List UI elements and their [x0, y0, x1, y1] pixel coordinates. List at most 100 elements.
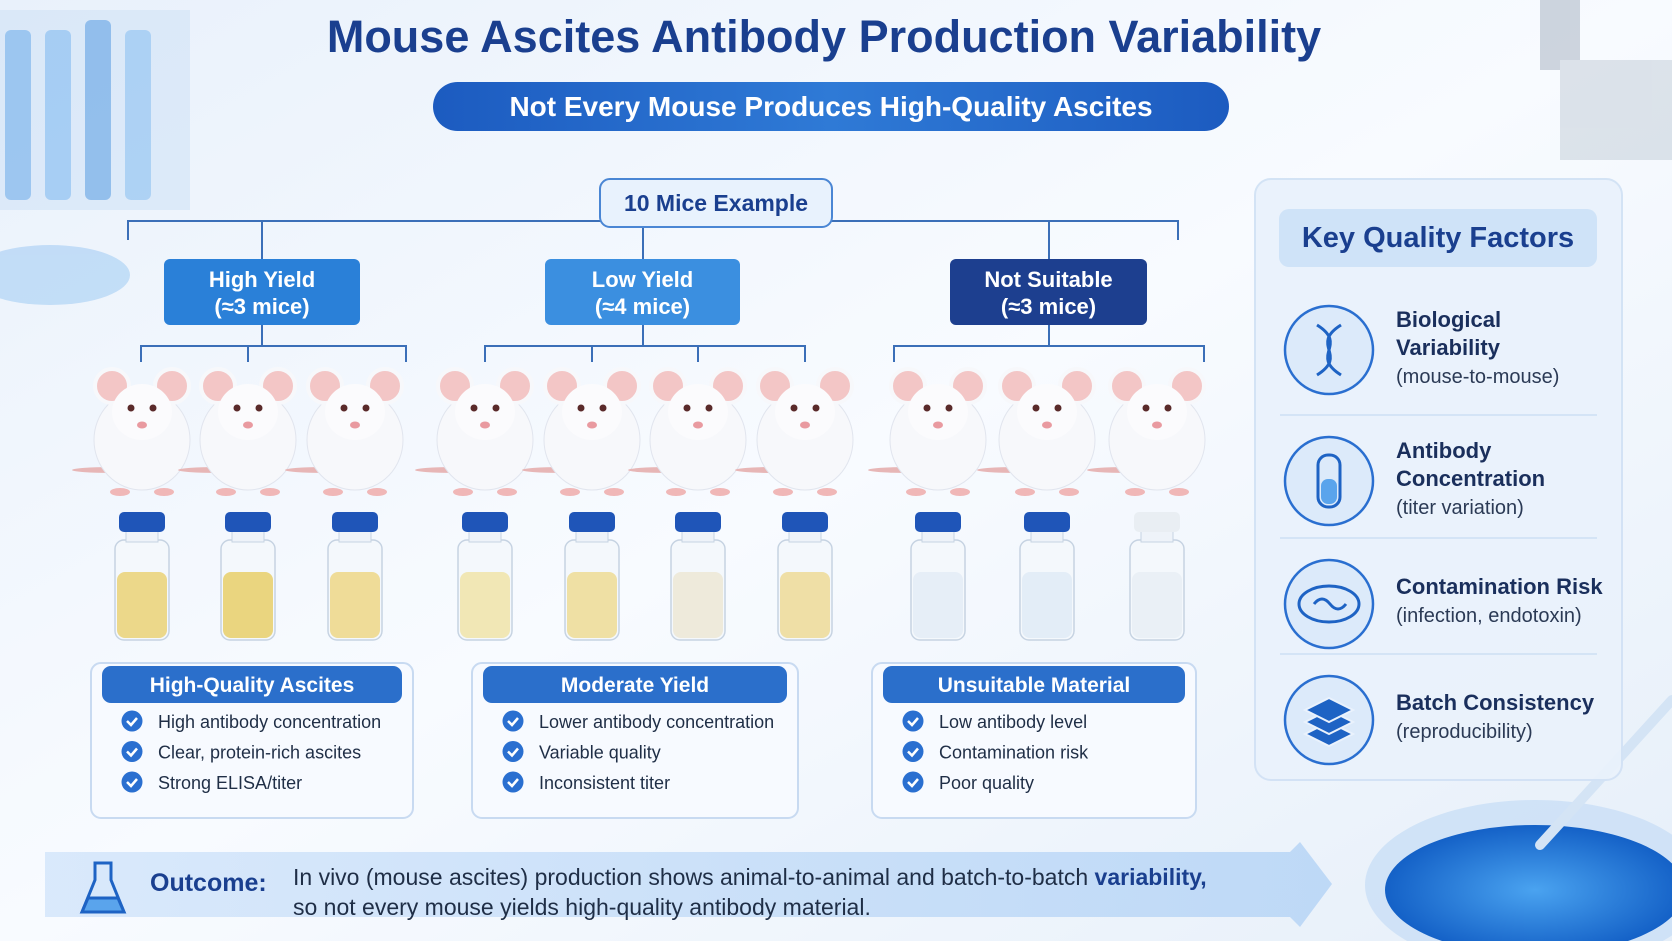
check-mark: [507, 778, 519, 788]
check-icon: [121, 710, 143, 732]
mouse: [522, 367, 641, 496]
mouse-eye: [1164, 404, 1172, 412]
mouse-nose: [693, 421, 703, 429]
mouse-paw: [1015, 488, 1035, 496]
group: Low Yield(≈4 mice) Moderate Yield Lower an…: [415, 259, 854, 819]
mouse: [72, 367, 191, 496]
mouse-eye: [923, 404, 931, 412]
tube-icon: [1316, 453, 1342, 509]
check-item: Lower antibody concentration: [539, 712, 774, 732]
check-icon: [502, 771, 524, 793]
mouse: [285, 367, 404, 496]
check-icon: [902, 710, 924, 732]
vial-cap: [332, 512, 378, 532]
factor: Antibody Concentration (titer variation): [1280, 414, 1597, 527]
check-mark: [126, 778, 138, 788]
mouse-paw: [773, 488, 793, 496]
mouse-eye: [577, 404, 585, 412]
vial-liquid: [673, 572, 723, 638]
factor: Contamination Risk (infection, endotoxin): [1280, 537, 1603, 650]
check-mark: [126, 717, 138, 727]
vial: [327, 512, 383, 641]
mouse-eye: [127, 404, 135, 412]
check-item: High antibody concentration: [158, 712, 381, 732]
vial-liquid: [567, 572, 617, 638]
mouse: [735, 367, 854, 496]
vial-cap: [569, 512, 615, 532]
result-header: [102, 666, 402, 703]
mouse-paw: [1169, 488, 1189, 496]
mouse-head: [325, 384, 385, 440]
check-mark: [907, 747, 919, 758]
mouse-head: [562, 384, 622, 440]
vial-liquid: [330, 572, 380, 638]
mouse-nose: [480, 421, 490, 429]
group-box: [545, 259, 740, 325]
group: Not Suitable(≈3 mice) Unsuitable Material…: [868, 259, 1206, 819]
mouse-head: [218, 384, 278, 440]
mouse-paw: [604, 488, 624, 496]
root-label: 10 Mice Example: [624, 190, 808, 216]
vial-liquid: [1132, 572, 1182, 638]
group-count: (≈3 mice): [1001, 294, 1096, 319]
mouse-paw: [1059, 488, 1079, 496]
microbe-icon: [1312, 597, 1348, 611]
group-box: [950, 259, 1147, 325]
mouse-head: [668, 384, 728, 440]
root-box: [599, 178, 833, 228]
vial-liquid: [913, 572, 963, 638]
title: Mouse Ascites Antibody Production Variab…: [327, 11, 1321, 62]
mouse-eye: [1054, 404, 1062, 412]
mouse-eye: [362, 404, 370, 412]
check-icon: [502, 710, 524, 732]
dna-icon: [1316, 323, 1342, 377]
result-title: Unsuitable Material: [938, 674, 1131, 697]
mouse-paw: [950, 488, 970, 496]
mouse-head: [775, 384, 835, 440]
check-item: Clear, protein-rich ascites: [158, 743, 361, 763]
factor-detail: (titer variation): [1396, 497, 1524, 519]
tube-liquid: [1321, 479, 1337, 504]
vial-liquid: [460, 572, 510, 638]
check-item: Contamination risk: [939, 743, 1089, 763]
vial-cap: [119, 512, 165, 532]
vial: [670, 512, 726, 641]
factors-header: [1279, 209, 1597, 267]
mouse: [977, 367, 1096, 496]
group-label: Not Suitable: [984, 267, 1112, 292]
outcome-text: In vivo (mouse ascites) production shows…: [293, 864, 1095, 890]
mouse: [178, 367, 297, 496]
mouse-eye: [599, 404, 607, 412]
mouse-eye: [683, 404, 691, 412]
factor-name: Antibody: [1396, 438, 1492, 463]
mouse-paw: [260, 488, 280, 496]
check-item: Strong ELISA/titer: [158, 773, 302, 793]
mouse-eye: [1142, 404, 1150, 412]
factor: Batch Consistency (reproducibility): [1280, 653, 1597, 766]
check-mark: [907, 778, 919, 788]
mouse-paw: [323, 488, 343, 496]
mouse-nose: [350, 421, 360, 429]
vial-cap: [782, 512, 828, 532]
mouse-head: [908, 384, 968, 440]
group: High Yield(≈3 mice) High-Quality Ascites H…: [72, 259, 414, 819]
mouse: [628, 367, 747, 496]
check-mark: [507, 747, 519, 758]
vial: [220, 512, 276, 641]
vial-liquid: [117, 572, 167, 638]
mouse-eye: [1032, 404, 1040, 412]
mouse-paw: [560, 488, 580, 496]
group-count: (≈4 mice): [595, 294, 690, 319]
group-box: [164, 259, 360, 325]
petri-dish: [1365, 695, 1672, 946]
mouse-nose: [933, 421, 943, 429]
outcome-banner: [45, 842, 1332, 927]
vial-cap: [225, 512, 271, 532]
mouse-eye: [340, 404, 348, 412]
mouse: [415, 367, 534, 496]
mouse-eye: [255, 404, 263, 412]
check-icon: [502, 741, 524, 762]
outcome-line-2: so not every mouse yields high-quality a…: [293, 894, 871, 920]
